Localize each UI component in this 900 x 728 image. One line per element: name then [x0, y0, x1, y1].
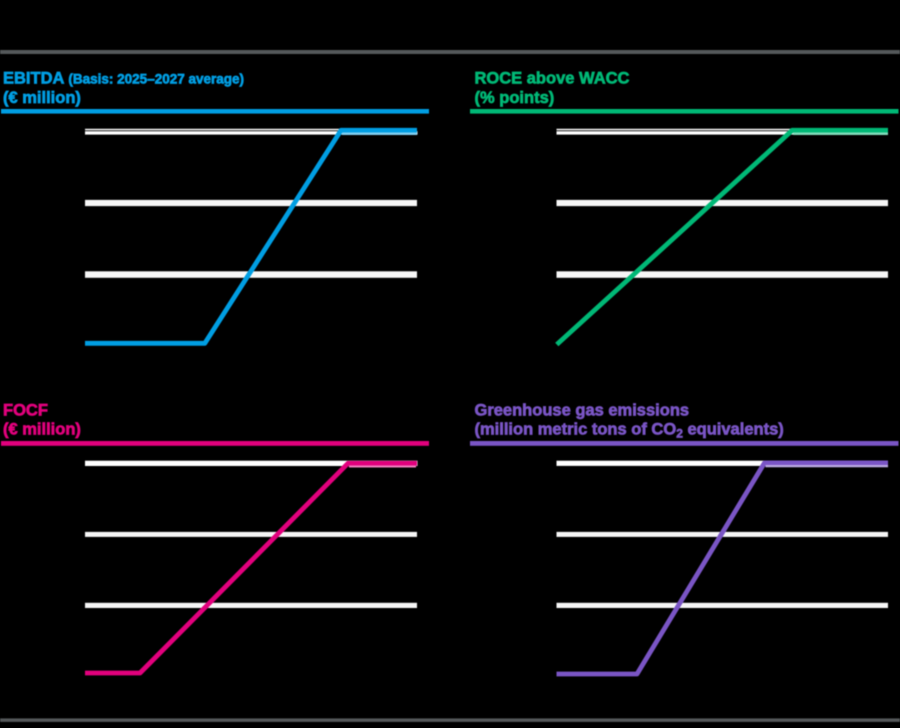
- svg-text:(€ million): (€ million): [3, 89, 81, 107]
- svg-text:(€ million): (€ million): [3, 421, 81, 439]
- svg-text:(% points): (% points): [475, 89, 555, 107]
- svg-text:Greenhouse gas emissions: Greenhouse gas emissions: [475, 402, 690, 420]
- svg-text:ROCE above WACC: ROCE above WACC: [475, 70, 630, 88]
- svg-text:EBITDA (Basis: 2025–2027 avera: EBITDA (Basis: 2025–2027 average): [3, 70, 244, 88]
- svg-text:FOCF: FOCF: [3, 402, 48, 420]
- svg-text:(million metric tons of CO2 eq: (million metric tons of CO2 equivalents): [475, 421, 784, 441]
